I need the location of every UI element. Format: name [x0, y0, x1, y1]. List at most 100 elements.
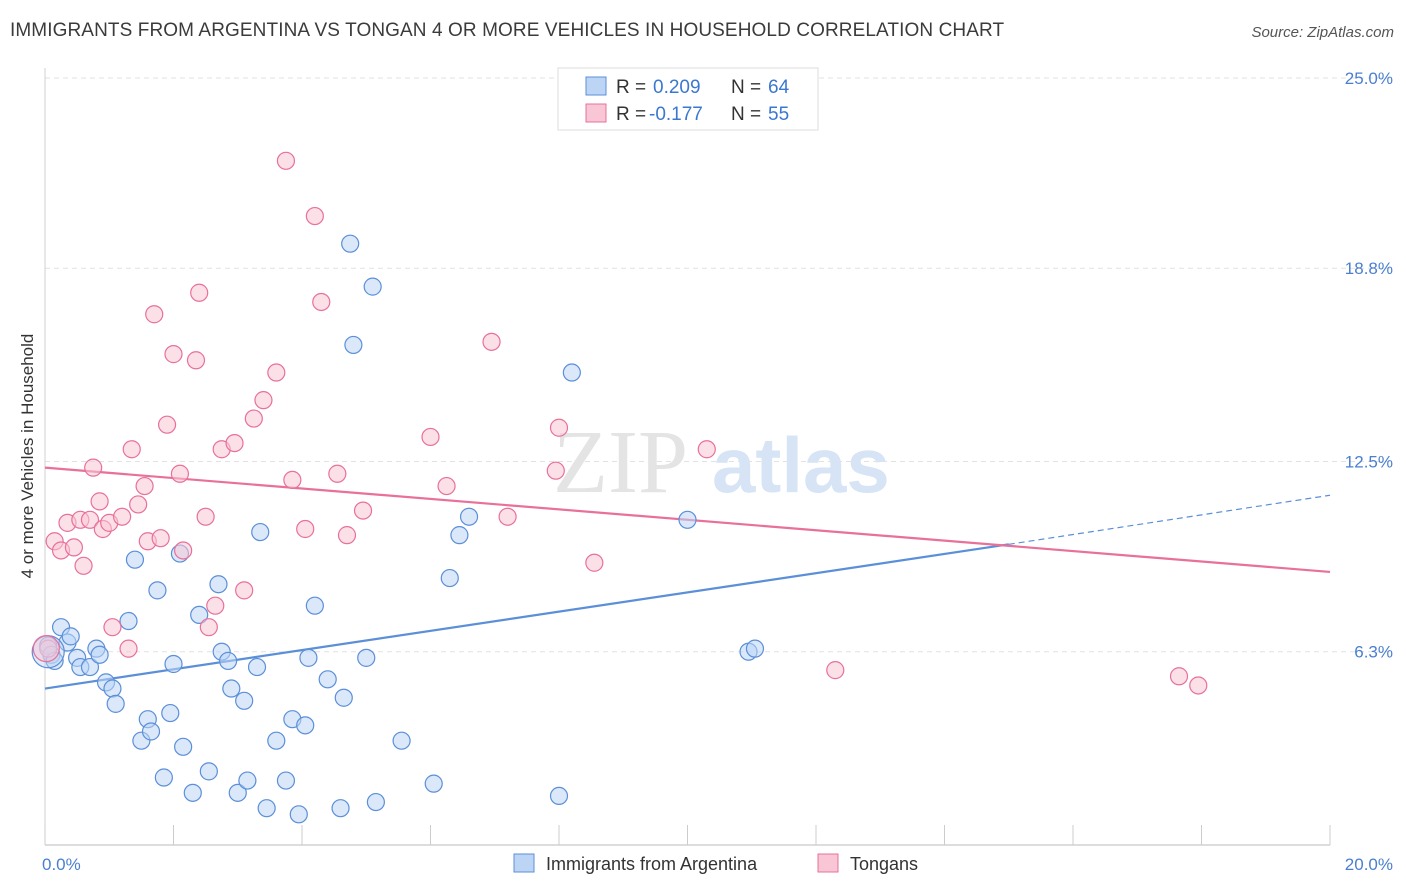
point-s1-43	[353, 501, 373, 520]
point-s0-15	[125, 550, 145, 569]
point-s1-9	[90, 492, 109, 511]
point-s0-47	[334, 688, 353, 707]
point-s1-38	[296, 519, 315, 539]
legend-r-label-1: R =	[616, 104, 646, 125]
point-s1-28	[199, 618, 218, 637]
point-s1-34	[254, 391, 273, 410]
legend-swatch-tongans	[585, 103, 607, 123]
source-label: Source: ZipAtlas.com	[1251, 24, 1394, 41]
point-s1-23	[170, 464, 190, 483]
point-s1-51	[697, 440, 716, 459]
point-s0-37	[257, 799, 276, 818]
point-s1-53	[1169, 667, 1189, 686]
legend-swatch-argentina	[585, 76, 607, 96]
point-s0-49	[344, 335, 363, 355]
point-s1-48	[546, 461, 565, 480]
point-s0-34	[238, 771, 257, 790]
point-s1-4	[64, 538, 84, 557]
x-tick-labels: 0.0% 20.0%	[42, 855, 1393, 874]
bottom-legend-swatch-tongans	[817, 853, 839, 873]
point-s0-32	[228, 783, 247, 802]
point-s0-60	[678, 510, 697, 529]
point-s1-32	[235, 581, 254, 600]
point-s0-14	[119, 611, 138, 631]
bottom-legend: Immigrants from Argentina Tongans	[513, 853, 918, 874]
point-s1-45	[437, 476, 456, 496]
y-tick-labels: 6.3% 12.5% 18.8% 25.0%	[1345, 69, 1393, 662]
point-s0-46	[331, 799, 350, 818]
point-s0-26	[190, 605, 209, 625]
point-s1-19	[145, 305, 164, 324]
point-s1-44	[421, 427, 440, 447]
point-s0-38	[267, 731, 286, 750]
point-s0-10	[90, 645, 109, 664]
point-s1-37	[283, 470, 302, 490]
legend-n-label-1: N =	[731, 104, 761, 125]
point-s0-30	[219, 651, 238, 671]
y-tick-label-1: 12.5%	[1345, 453, 1393, 472]
point-s1-14	[119, 639, 138, 658]
point-s0-50	[357, 648, 376, 667]
point-s0-5	[61, 627, 80, 646]
bottom-legend-tongans: Tongans	[850, 854, 918, 874]
point-s1-20	[151, 529, 170, 548]
grid-lines	[45, 77, 1390, 653]
point-s0-43	[299, 648, 318, 667]
point-s1-21	[157, 415, 177, 434]
point-s1-50	[585, 553, 604, 572]
point-s0-8	[80, 657, 100, 677]
point-s0-24	[174, 737, 193, 756]
point-s0-18	[141, 722, 161, 741]
point-s1-17	[135, 476, 154, 496]
point-s1-16	[129, 495, 148, 514]
point-s1-0	[39, 639, 58, 658]
point-s0-62	[745, 639, 765, 658]
point-s0-51	[363, 277, 382, 296]
point-s0-25	[183, 783, 202, 802]
top-legend: R = 0.209 N = 64 R = -0.177 N = 55	[557, 67, 819, 131]
point-s0-42	[296, 716, 315, 735]
point-s0-21	[161, 703, 180, 723]
watermark: ZIP atlas	[553, 413, 890, 512]
point-s1-49	[549, 418, 569, 437]
point-s1-25	[186, 351, 206, 370]
data-points	[31, 151, 1208, 824]
point-s1-8	[84, 458, 103, 477]
bottom-legend-swatch-argentina	[513, 853, 535, 873]
point-s0-45	[318, 670, 337, 689]
point-s1-15	[122, 440, 141, 459]
point-s0-41	[289, 805, 308, 824]
point-s1-47	[498, 507, 517, 526]
point-s0-33	[235, 691, 254, 710]
point-s0-56	[450, 526, 469, 545]
point-s1-52	[826, 661, 845, 680]
y-tick-label-0: 6.3%	[1354, 643, 1393, 662]
point-s1-46	[482, 332, 501, 351]
point-s1-12	[103, 618, 122, 637]
point-s0-48	[341, 234, 360, 253]
point-s0-58	[549, 786, 569, 806]
point-s1-36	[276, 151, 296, 170]
point-s1-40	[312, 292, 331, 312]
point-s0-31	[222, 679, 241, 698]
point-s0-54	[424, 774, 443, 793]
y-tick-label-3: 25.0%	[1345, 69, 1393, 88]
point-s1-6	[74, 556, 93, 575]
point-s1-13	[112, 507, 132, 526]
point-s1-29	[206, 596, 225, 615]
point-s0-22	[164, 654, 183, 674]
point-s0-57	[459, 507, 479, 526]
point-s0-35	[247, 657, 267, 677]
chart-title: IMMIGRANTS FROM ARGENTINA VS TONGAN 4 OR…	[10, 20, 1005, 41]
point-s1-7	[80, 510, 100, 529]
point-s1-22	[164, 345, 183, 364]
point-s0-52	[366, 792, 385, 812]
legend-r-label-0: R =	[616, 77, 646, 98]
legend-n-value-0: 64	[768, 77, 790, 98]
legend-n-label-0: N =	[731, 77, 761, 98]
point-s0-12	[103, 679, 122, 698]
point-s0-20	[154, 768, 173, 787]
watermark-atlas: atlas	[712, 421, 890, 509]
bottom-legend-argentina: Immigrants from Argentina	[546, 854, 758, 874]
